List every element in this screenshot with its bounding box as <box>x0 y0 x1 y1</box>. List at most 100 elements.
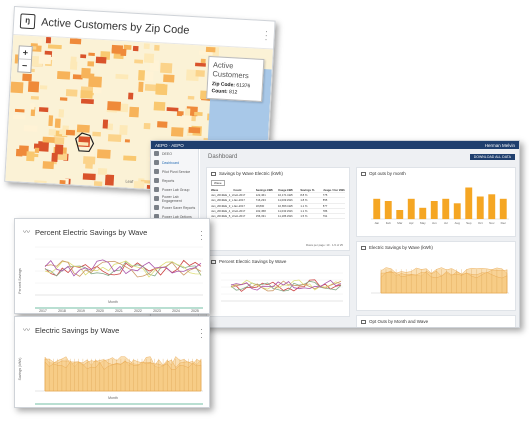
zip-region[interactable] <box>128 92 134 100</box>
bar[interactable] <box>407 198 415 220</box>
zip-region[interactable] <box>87 61 95 67</box>
zip-region[interactable] <box>80 90 93 99</box>
zip-region[interactable] <box>75 141 89 146</box>
bar[interactable] <box>373 198 381 220</box>
sidebar-item-dashboard[interactable]: Dashboard <box>151 158 198 167</box>
user-menu[interactable]: Herman Melvin <box>484 142 515 148</box>
table-row[interactable]: Jan_2019HE_1_welFeb-2017 122,461 10,171 kW… <box>211 193 345 199</box>
zip-region[interactable] <box>106 186 116 197</box>
zip-region[interactable] <box>42 161 54 170</box>
sidebar-item-saver[interactable]: Power Saver Reports <box>151 203 198 212</box>
zip-region[interactable] <box>15 148 23 157</box>
zip-region[interactable] <box>129 106 140 118</box>
zip-region[interactable] <box>194 111 203 116</box>
zip-region[interactable] <box>56 71 71 80</box>
zip-region[interactable] <box>22 73 32 82</box>
zip-region[interactable] <box>138 69 146 81</box>
zip-region[interactable] <box>163 74 175 83</box>
zip-region[interactable] <box>58 109 65 118</box>
zip-region[interactable] <box>111 44 124 54</box>
map-attribution[interactable]: Leaf <box>125 178 134 184</box>
bar[interactable] <box>488 194 496 220</box>
zip-region[interactable] <box>187 95 195 100</box>
zip-region[interactable] <box>10 81 24 94</box>
zip-region[interactable] <box>160 62 173 74</box>
zip-region[interactable] <box>80 98 94 105</box>
zip-region[interactable] <box>106 123 114 131</box>
zip-region[interactable] <box>200 58 206 64</box>
zip-region[interactable] <box>59 129 64 135</box>
zip-region[interactable] <box>134 59 144 64</box>
zip-region[interactable] <box>95 56 107 64</box>
zip-region[interactable] <box>27 81 40 93</box>
series-line[interactable] <box>44 259 202 277</box>
zip-region[interactable] <box>155 83 165 95</box>
zip-region[interactable] <box>45 36 52 44</box>
series-line[interactable] <box>230 279 342 292</box>
zip-region[interactable] <box>14 108 25 113</box>
zip-region[interactable] <box>154 44 160 51</box>
zip-region[interactable] <box>143 122 151 130</box>
zip-region[interactable] <box>92 131 101 137</box>
series-line[interactable] <box>230 279 342 291</box>
wave-filter-select[interactable]: Wave <box>211 180 225 186</box>
zip-region[interactable] <box>26 151 35 162</box>
zip-region[interactable] <box>54 144 64 155</box>
zip-region[interactable] <box>107 101 122 111</box>
zip-region[interactable] <box>143 53 155 64</box>
zip-region[interactable] <box>97 168 108 175</box>
bar[interactable] <box>384 201 392 219</box>
zip-region[interactable] <box>82 173 96 181</box>
zoom-out-button[interactable]: − <box>21 60 28 71</box>
zip-region[interactable] <box>205 46 216 53</box>
column-header[interactable]: Count <box>233 188 242 193</box>
zip-region[interactable] <box>195 70 205 77</box>
zip-region[interactable] <box>76 124 90 133</box>
zip-region[interactable] <box>12 114 26 120</box>
series-line[interactable] <box>44 260 202 278</box>
zip-region[interactable] <box>157 121 168 128</box>
zip-region[interactable] <box>115 73 129 80</box>
zip-region[interactable] <box>30 95 39 100</box>
zip-region[interactable] <box>133 180 145 192</box>
zip-region[interactable] <box>39 85 48 90</box>
zip-region[interactable] <box>176 110 184 117</box>
zip-region[interactable] <box>34 147 40 154</box>
bar[interactable] <box>476 196 484 220</box>
zip-region[interactable] <box>92 85 102 94</box>
zip-region[interactable] <box>166 107 179 112</box>
table-row[interactable]: Jan_2019HE_3_welJan-2017 18,800 10,656 kWh… <box>211 204 345 209</box>
table-row[interactable]: Jan_2019HE_2_welJan-2017 716,233 11,009 kW… <box>211 198 345 204</box>
zip-region[interactable] <box>93 181 103 189</box>
zip-region[interactable] <box>84 150 95 158</box>
zip-region[interactable] <box>48 128 56 136</box>
zip-region[interactable] <box>65 129 76 136</box>
series-line[interactable] <box>44 260 202 278</box>
sidebar-item-reports[interactable]: Reports <box>151 176 198 185</box>
table-row[interactable]: Jan_2019HE_4_welFeb-2017 102,458 11,033 kW… <box>211 209 345 214</box>
zip-region[interactable] <box>81 67 91 79</box>
zip-region[interactable] <box>96 149 111 159</box>
zip-region[interactable] <box>107 134 122 142</box>
kebab-menu-icon[interactable]: · · · <box>200 324 203 342</box>
sidebar-item-options[interactable]: Power Lab Options <box>151 212 198 221</box>
zip-region[interactable] <box>80 54 87 59</box>
zip-region[interactable] <box>37 38 43 46</box>
series-line[interactable] <box>44 259 202 277</box>
column-header[interactable]: Savings % <box>300 188 315 193</box>
zip-region[interactable] <box>102 119 109 129</box>
zip-region[interactable] <box>83 156 96 165</box>
zoom-in-button[interactable]: + <box>19 46 32 61</box>
app-name[interactable]: AEPO · AEPO <box>155 142 184 148</box>
zip-region[interactable] <box>195 62 206 67</box>
zip-region[interactable] <box>47 44 62 50</box>
bar[interactable] <box>396 210 404 219</box>
bar[interactable] <box>453 203 461 220</box>
zip-region[interactable] <box>23 124 38 132</box>
zip-region[interactable] <box>54 118 61 128</box>
series-line[interactable] <box>230 279 342 291</box>
column-header[interactable]: Usage / Cur kWh <box>322 188 345 193</box>
zip-region[interactable] <box>124 139 130 143</box>
zip-region[interactable] <box>51 152 58 162</box>
zip-region[interactable] <box>48 115 54 127</box>
